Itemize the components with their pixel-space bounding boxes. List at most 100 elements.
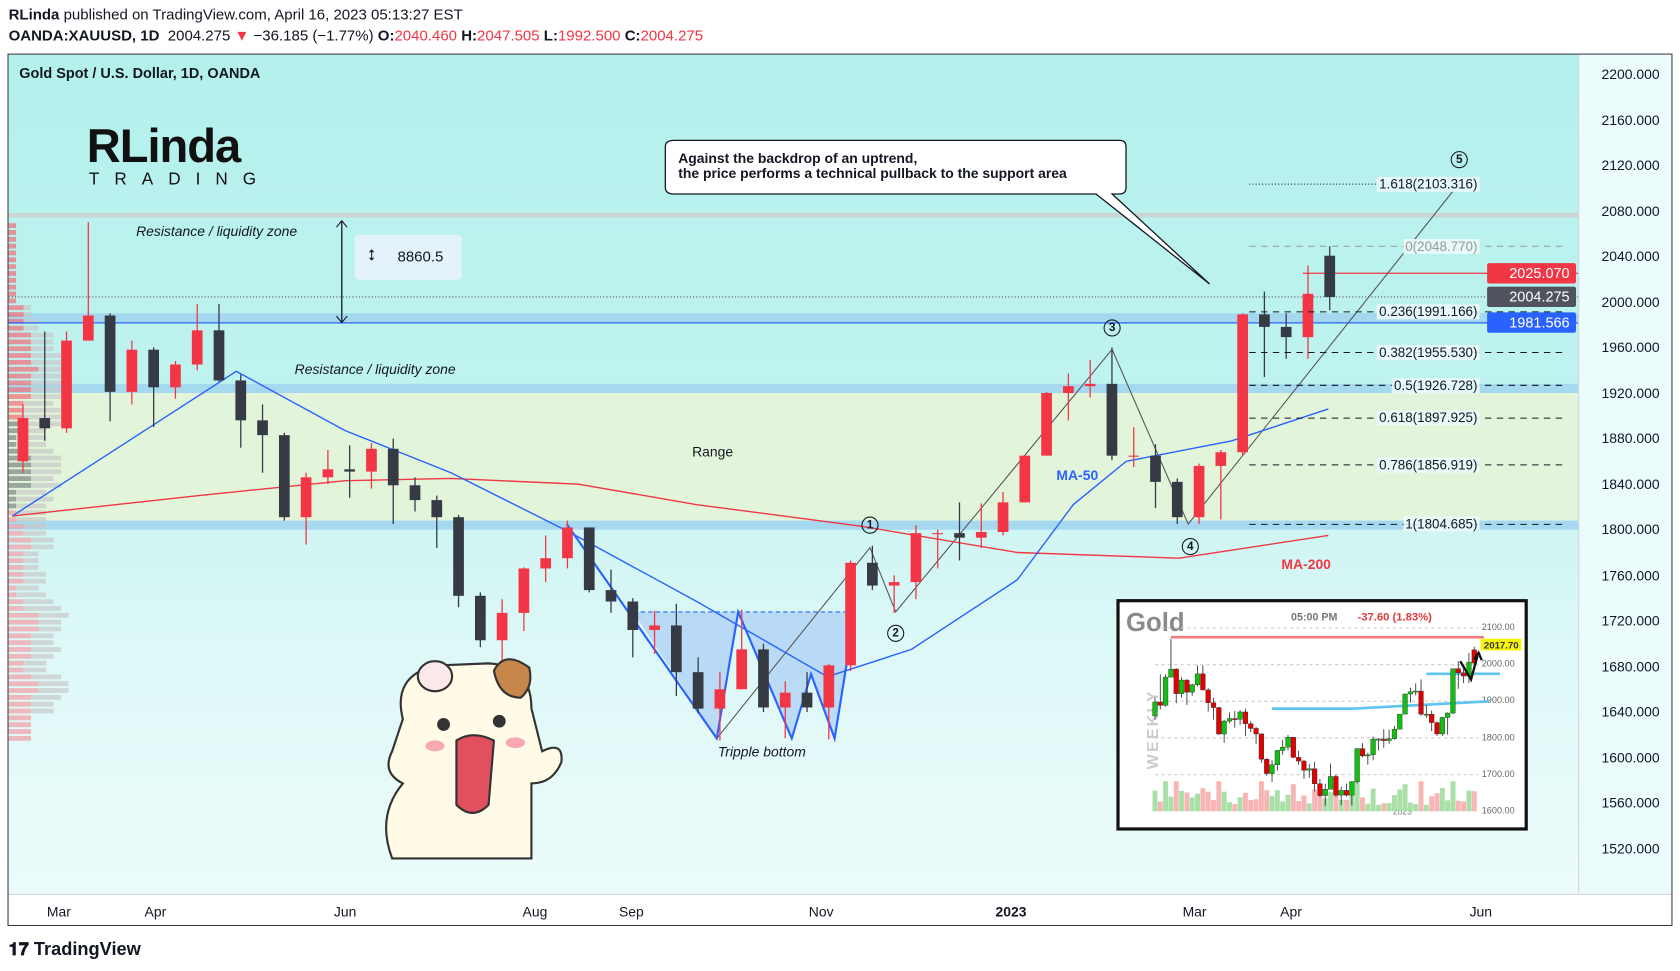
candle-body <box>736 649 748 690</box>
volume-profile-bar <box>8 517 17 523</box>
volume-profile-bar <box>31 694 62 700</box>
triple-bottom-label: Tripple bottom <box>717 743 806 760</box>
candle-body <box>61 340 72 429</box>
volume-profile-bar <box>8 544 32 550</box>
volume-profile-bar <box>16 503 47 509</box>
volume-profile-bar <box>8 578 24 584</box>
price-range-measure[interactable]: ⭥ 8860.5 <box>354 234 462 280</box>
support-resistance-zone <box>8 520 1579 530</box>
inset-candle-body <box>1418 690 1424 715</box>
inset-candle-body <box>1232 718 1238 720</box>
volume-profile-bar <box>8 537 32 543</box>
volume-profile-bar <box>8 359 32 365</box>
inset-candle-body <box>1397 713 1403 730</box>
volume-profile-bar <box>8 612 39 618</box>
price-axis[interactable]: 2200.000 2160.000 2120.000 2080.000 2040.000… <box>1578 54 1672 894</box>
volume-profile-bar <box>8 653 32 659</box>
footer-brand: TradingView <box>33 938 141 960</box>
time-axis[interactable]: Mar Apr Jun Aug Sep Nov 2023 Mar Apr Jun <box>8 893 1672 925</box>
volume-profile-bar <box>31 647 62 652</box>
volume-profile-bar <box>23 305 32 311</box>
price-tick-label: 2160.000 <box>1601 111 1660 128</box>
callout-text: Against the backdrop of an uptrend, the … <box>678 151 1067 181</box>
inset-candle-body <box>1349 781 1355 796</box>
inset-volume-bar <box>1168 796 1174 812</box>
candle-body <box>932 533 944 535</box>
logo-top-text: RLinda <box>86 120 241 173</box>
volume-profile-bar <box>8 462 32 468</box>
volume-profile-bar <box>8 674 32 680</box>
inset-candle-body <box>1237 711 1243 720</box>
volume-profile-bar <box>31 339 54 345</box>
volume-profile-bar <box>8 250 17 256</box>
inset-candle-body <box>1280 746 1286 751</box>
candle-body <box>278 435 290 518</box>
volume-profile-bar <box>31 708 54 714</box>
candle-body <box>1106 383 1118 456</box>
volume-profile-bar <box>16 441 47 447</box>
candle-body <box>1280 326 1292 338</box>
inset-candle-body <box>1189 684 1195 693</box>
price-tick-label: 2120.000 <box>1601 157 1660 174</box>
time-tick-label: Mar <box>46 903 71 920</box>
volume-profile-bar <box>8 353 32 358</box>
author-name[interactable]: RLinda <box>8 5 60 23</box>
triple-bottom-area <box>633 611 855 739</box>
inset-volume-bar <box>1290 784 1296 812</box>
volume-profile-bar <box>8 551 24 557</box>
inset-candle-body <box>1258 733 1264 760</box>
price-tag: 2025.070 <box>1487 263 1577 284</box>
volume-profile-bar <box>8 496 17 502</box>
volume-profile-bar <box>38 619 62 625</box>
volume-profile-bar <box>8 510 17 516</box>
candle-body <box>540 558 552 569</box>
volume-profile-bar <box>8 373 32 379</box>
tradingview-logo[interactable]: 𝟏𝟕 TradingView <box>9 939 141 960</box>
inset-volume-bar <box>1269 795 1275 812</box>
volume-profile-bar <box>31 353 62 358</box>
volume-profile-bar <box>23 578 47 584</box>
time-tick-label: Nov <box>808 903 834 920</box>
inset-volume-bar <box>1370 788 1376 812</box>
volume-profile-bar <box>8 524 24 529</box>
volume-profile-bar <box>8 284 17 290</box>
fib-level-label: 1.618(2103.316) <box>1377 176 1480 192</box>
candle-body <box>82 315 94 341</box>
volume-profile-bar <box>8 236 17 242</box>
volume-profile-bar <box>16 496 54 502</box>
inset-volume-bar <box>1344 799 1349 812</box>
volume-profile-bar <box>31 476 54 481</box>
inset-volume-bar <box>1157 801 1163 812</box>
volume-profile-bar <box>8 312 24 317</box>
inset-candle-body <box>1253 728 1259 735</box>
candle-body <box>997 502 1009 532</box>
volume-profile-bar <box>8 298 17 304</box>
price-tick-label: 1720.000 <box>1601 612 1660 629</box>
volume-profile-bar <box>8 469 32 475</box>
candle-body <box>714 689 726 709</box>
inset-candle-body <box>1157 701 1163 706</box>
inset-time: 05:00 PM <box>1291 611 1338 624</box>
inset-candle-body <box>1301 760 1307 771</box>
inset-volume-bar <box>1280 801 1286 812</box>
candle-body <box>1150 455 1161 482</box>
inset-volume-bar <box>1216 781 1222 812</box>
chart-frame: Gold Spot / U.S. Dollar, 1D, OANDA RLind… <box>7 53 1673 926</box>
inset-candle-body <box>1184 679 1190 693</box>
inset-volume-bar <box>1333 785 1339 812</box>
volume-profile-bar <box>31 483 62 488</box>
inset-volume-bar <box>1221 791 1227 812</box>
candle-body <box>257 420 268 436</box>
inset-price-label: 1600.00 <box>1481 804 1515 816</box>
open-label: O: <box>377 26 395 44</box>
inset-volume-bar <box>1455 800 1461 812</box>
inset-candle-body <box>1317 783 1323 796</box>
chart-plot-area[interactable]: Gold Spot / U.S. Dollar, 1D, OANDA RLind… <box>8 54 1579 894</box>
publish-info: RLinda published on TradingView.com, Apr… <box>9 5 463 22</box>
wave-5-marker: 5 <box>1450 151 1468 169</box>
volume-profile-bar <box>8 421 24 427</box>
volume-profile-bar <box>8 387 32 393</box>
time-tick-label: 2023 <box>995 903 1027 920</box>
inset-candle-body <box>1242 711 1249 724</box>
volume-profile-bar <box>8 715 32 721</box>
